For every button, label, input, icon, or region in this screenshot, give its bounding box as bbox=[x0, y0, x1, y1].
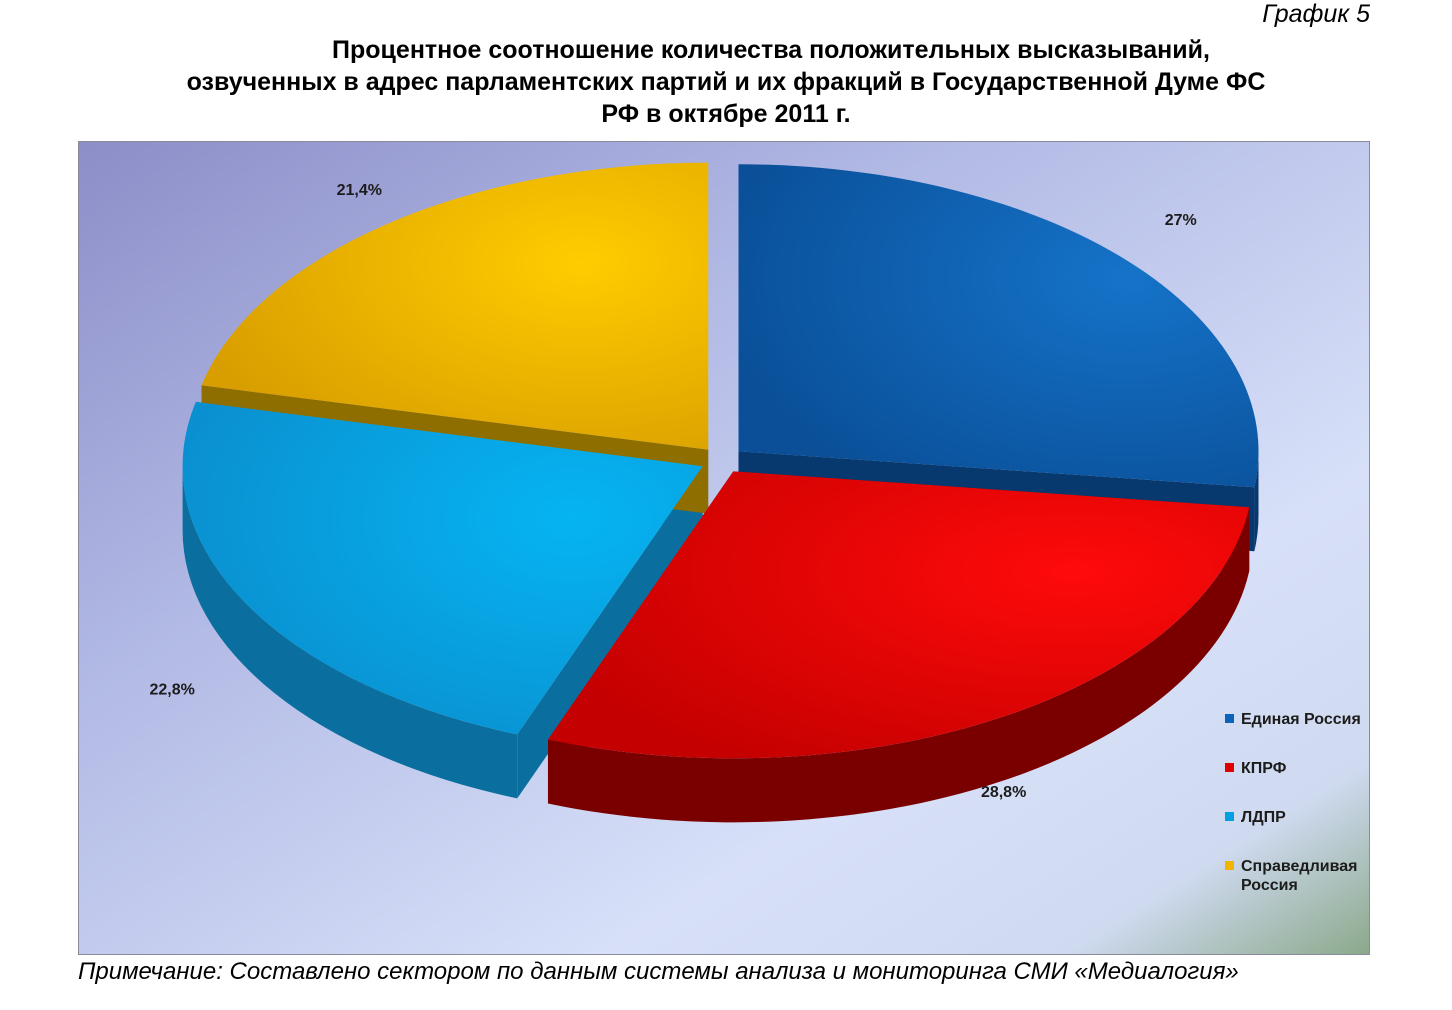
chart-number: График 5 bbox=[1262, 0, 1370, 28]
legend-item-ldpr: ЛДПР bbox=[1225, 808, 1369, 857]
source-note: Примечание: Составлено сектором по данны… bbox=[78, 958, 1239, 985]
value-label-ldpr: 22,8% bbox=[149, 682, 194, 699]
legend-item-kprf: КПРФ bbox=[1225, 759, 1369, 808]
legend-item-spravedlivaya-rossiya: Справедливая Россия bbox=[1225, 857, 1369, 906]
chart-title-line-3: РФ в октябре 2011 г. bbox=[601, 100, 851, 128]
legend-label: Справедливая Россия bbox=[1241, 858, 1358, 894]
value-label-kprf: 28,8% bbox=[981, 784, 1026, 801]
legend-label: ЛДПР bbox=[1241, 809, 1286, 826]
chart-title: Процентное соотношение количества положи… bbox=[0, 34, 1452, 130]
legend-swatch bbox=[1225, 763, 1234, 772]
pie-slice-side-ldpr bbox=[182, 466, 518, 799]
legend-swatch bbox=[1225, 714, 1234, 723]
chart-legend: Единая Россия КПРФ ЛДПР Справедливая Рос… bbox=[1225, 710, 1369, 906]
legend-label: КПРФ bbox=[1241, 760, 1287, 777]
legend-label: Единая Россия bbox=[1241, 711, 1361, 728]
chart-title-line-1: Процентное соотношение количества положи… bbox=[332, 36, 1210, 64]
pie-slice-side-kprf bbox=[547, 507, 1250, 823]
pie-chart: 27% 28,8% 22,8% 21,4% bbox=[79, 142, 1369, 954]
chart-title-line-2: озвученных в адрес парламентских партий … bbox=[186, 68, 1266, 96]
pie-slice-edinaya-rossiya bbox=[738, 164, 1259, 488]
pie-slice-ldpr bbox=[182, 401, 703, 735]
pie-slice-spravedlivaya-rossiya bbox=[201, 162, 709, 450]
legend-swatch bbox=[1225, 812, 1234, 821]
legend-swatch bbox=[1225, 861, 1234, 870]
pie-slice-kprf bbox=[547, 471, 1250, 759]
pie-slice-edge-ldpr bbox=[517, 466, 703, 799]
pie-slice-side-edinaya-rossiya bbox=[1254, 451, 1259, 552]
value-label-edinaya-rossiya: 27% bbox=[1165, 212, 1197, 229]
pie-value-labels: 27% 28,8% 22,8% 21,4% bbox=[149, 182, 1196, 801]
value-label-spravedlivaya-rossiya: 21,4% bbox=[337, 182, 382, 199]
chart-area: 27% 28,8% 22,8% 21,4% Единая Россия КПРФ ЛД… bbox=[78, 141, 1370, 955]
pie-tops bbox=[182, 162, 1259, 759]
legend-item-edinaya-rossiya: Единая Россия bbox=[1225, 710, 1369, 759]
